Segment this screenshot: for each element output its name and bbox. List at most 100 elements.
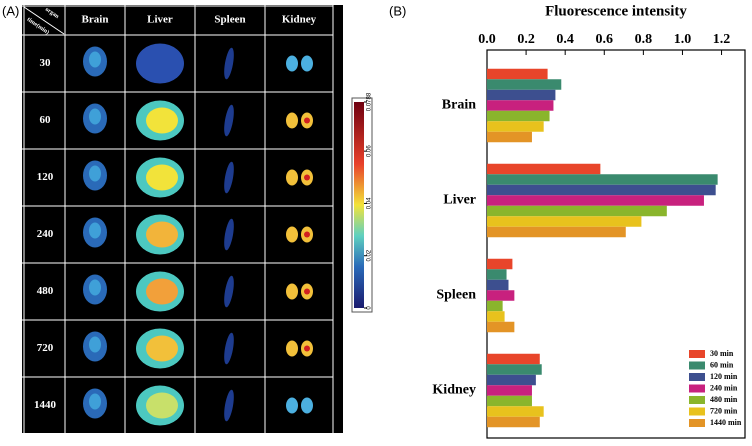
legend-label: 120 min (710, 372, 738, 381)
brain-highlight (89, 108, 101, 125)
bar (487, 68, 548, 80)
brain-highlight (89, 279, 101, 296)
column-header: Spleen (214, 14, 245, 26)
bar (487, 395, 532, 407)
column-header: Brain (82, 14, 109, 26)
x-tick-label: 1.0 (674, 32, 692, 47)
bar (487, 216, 642, 227)
x-tick-label: 0.4 (556, 32, 574, 47)
bar (487, 184, 716, 196)
image-panel (22, 5, 343, 433)
legend-swatch (689, 419, 705, 427)
brain-highlight (89, 222, 101, 239)
kidney-highlight (304, 117, 310, 124)
kidney-image (286, 226, 298, 243)
colorbar-tick-label: 0.06 (367, 145, 373, 157)
bar (487, 416, 540, 428)
kidney-highlight (304, 345, 310, 352)
corner-divider (23, 6, 65, 35)
legend-label: 1440 min (710, 418, 742, 427)
kidney-image (286, 112, 298, 129)
x-tick-label: 1.2 (713, 32, 731, 47)
panel-label: (A) (2, 3, 19, 18)
liver-highlight (146, 392, 178, 419)
bar (487, 353, 540, 365)
row-label: 720 (37, 342, 54, 354)
panel-label: (B) (389, 3, 406, 18)
legend-swatch (689, 350, 705, 358)
brain-highlight (89, 165, 101, 182)
liver-highlight (146, 278, 178, 305)
bar (487, 131, 532, 143)
colorbar-tick-label: 0.02 (367, 249, 373, 261)
spleen-image (224, 389, 234, 422)
bar (487, 79, 562, 90)
bar (487, 258, 513, 270)
brain-highlight (89, 51, 101, 68)
bar (487, 406, 544, 417)
x-tick-label: 0.8 (635, 32, 653, 47)
kidney-image (286, 340, 298, 357)
bar (487, 89, 556, 101)
kidney-image (286, 283, 298, 300)
bar (487, 269, 507, 280)
bar (487, 279, 509, 291)
colorbar-tick-label: 0.0788 (367, 92, 373, 111)
bar (487, 226, 626, 238)
chart-title: Fluorescence intensity (545, 3, 687, 19)
plot-frame (486, 49, 746, 439)
kidney-image (286, 55, 298, 72)
kidney-highlight (304, 288, 310, 295)
y-tick-label: Liver (443, 193, 476, 208)
colorbar-tick-label: 0.04 (367, 197, 373, 209)
bar (487, 163, 601, 175)
spleen-image (224, 332, 234, 365)
legend-swatch (689, 407, 705, 416)
bar (487, 100, 554, 111)
legend-label: 60 min (710, 360, 734, 369)
bar (487, 321, 515, 333)
liver-highlight (146, 107, 178, 134)
x-tick-label: 0.6 (596, 32, 614, 47)
row-label: 120 (37, 171, 54, 183)
kidney-image (301, 55, 313, 72)
column-header: Liver (147, 14, 173, 26)
legend-swatch (689, 396, 705, 404)
spleen-image (224, 161, 234, 194)
legend-label: 720 min (710, 406, 738, 415)
spleen-image (224, 218, 234, 251)
bar (487, 205, 667, 217)
bar (487, 121, 544, 132)
legend-swatch (689, 361, 705, 370)
kidney-image (286, 169, 298, 186)
bar (487, 110, 550, 122)
liver-highlight (146, 335, 178, 362)
kidney-image (301, 397, 313, 414)
kidney-highlight (304, 231, 310, 238)
bar (487, 311, 505, 322)
x-tick-label: 0.2 (517, 32, 535, 47)
bar (487, 385, 532, 396)
bar (487, 374, 536, 386)
row-label: 240 (37, 228, 54, 240)
legend-label: 480 min (710, 395, 738, 404)
column-header: Kidney (282, 14, 317, 26)
bar (487, 300, 503, 312)
x-tick-label: 0.0 (478, 32, 496, 47)
spleen-image (224, 47, 234, 80)
liver-highlight (146, 164, 178, 191)
spleen-image (224, 275, 234, 308)
kidney-highlight (304, 174, 310, 181)
brain-highlight (89, 336, 101, 353)
row-label: 1440 (34, 399, 57, 411)
bar (487, 195, 704, 206)
legend-swatch (689, 384, 705, 393)
bar (487, 174, 718, 185)
row-label: 60 (40, 114, 52, 126)
brain-highlight (89, 393, 101, 410)
bar (487, 364, 542, 375)
liver-highlight (146, 221, 178, 248)
y-tick-label: Brain (442, 98, 476, 113)
